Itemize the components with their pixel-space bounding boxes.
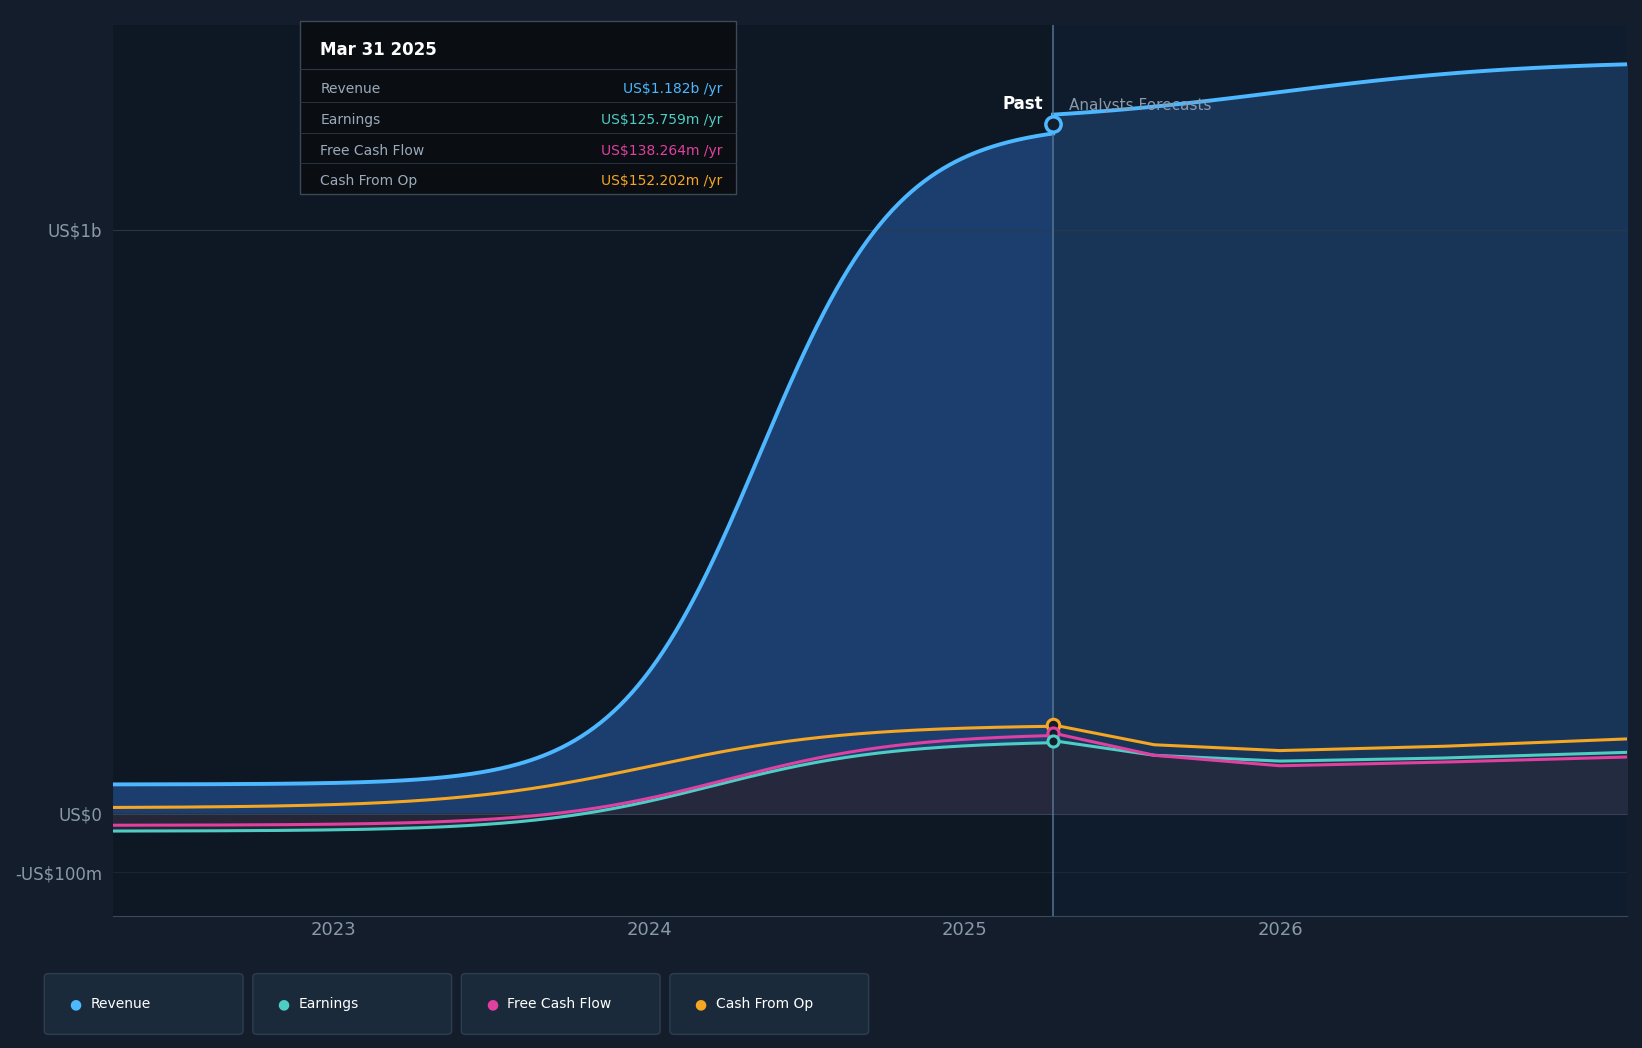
Text: US$1.182b /yr: US$1.182b /yr bbox=[622, 82, 722, 96]
Text: Revenue: Revenue bbox=[320, 82, 381, 96]
Text: US$138.264m /yr: US$138.264m /yr bbox=[601, 144, 722, 157]
Text: Analysts Forecasts: Analysts Forecasts bbox=[1069, 99, 1212, 113]
Text: Earnings: Earnings bbox=[299, 997, 360, 1011]
Text: US$125.759m /yr: US$125.759m /yr bbox=[601, 113, 722, 127]
Text: ●: ● bbox=[69, 997, 80, 1011]
Bar bbox=[113, 25, 1053, 916]
Text: Revenue: Revenue bbox=[90, 997, 151, 1011]
Text: US$152.202m /yr: US$152.202m /yr bbox=[601, 174, 722, 189]
Text: ●: ● bbox=[695, 997, 706, 1011]
Text: ●: ● bbox=[277, 997, 289, 1011]
Text: Free Cash Flow: Free Cash Flow bbox=[320, 144, 424, 157]
Text: Cash From Op: Cash From Op bbox=[320, 174, 417, 189]
Text: ●: ● bbox=[486, 997, 498, 1011]
Text: Earnings: Earnings bbox=[320, 113, 381, 127]
Text: Mar 31 2025: Mar 31 2025 bbox=[320, 41, 437, 60]
Bar bbox=[1053, 25, 1627, 916]
Text: Free Cash Flow: Free Cash Flow bbox=[507, 997, 611, 1011]
Text: Cash From Op: Cash From Op bbox=[716, 997, 813, 1011]
Text: Past: Past bbox=[1003, 95, 1044, 113]
